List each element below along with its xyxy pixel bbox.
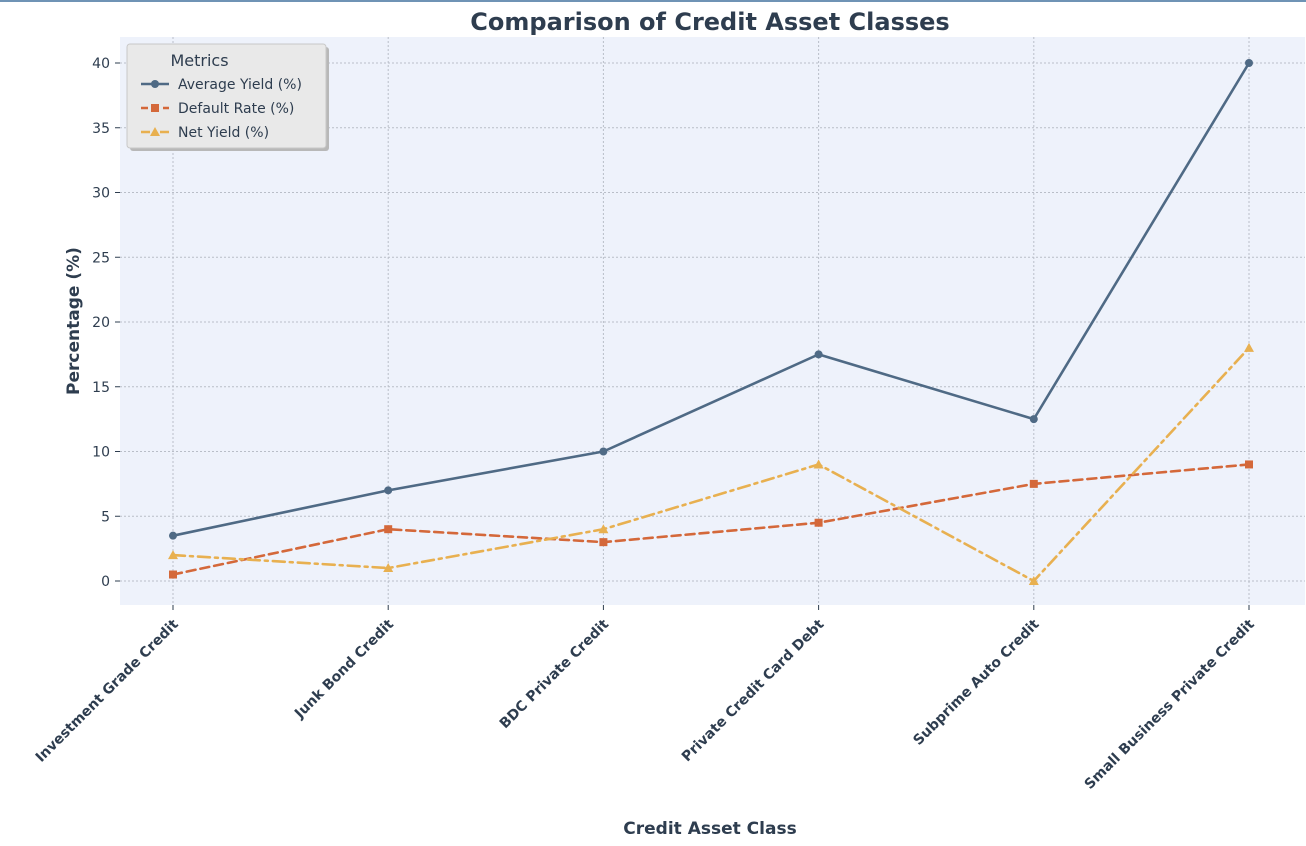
data-point: [384, 525, 393, 534]
x-tick-label: Subprime Auto Credit: [910, 616, 1042, 748]
data-point: [814, 518, 823, 527]
chart-title: Comparison of Credit Asset Classes: [470, 8, 949, 36]
y-tick-label: 35: [92, 121, 110, 137]
legend-label: Net Yield (%): [178, 125, 269, 141]
legend-title: Metrics: [170, 51, 228, 70]
data-point: [1245, 59, 1253, 67]
series-2: [169, 460, 1253, 579]
series-layer: [168, 59, 1254, 585]
legend-entry: Default Rate (%): [141, 101, 294, 117]
y-tick-label: 15: [92, 380, 110, 396]
data-point: [598, 524, 609, 534]
data-point: [599, 538, 608, 547]
data-point: [1029, 479, 1038, 488]
y-tick-label: 20: [92, 315, 110, 331]
series-1: [169, 59, 1253, 540]
legend-box: [126, 43, 327, 149]
x-tick-label: Junk Bond Credit: [291, 616, 397, 722]
legend: Metrics Average Yield (%) Default Rate (%)…: [126, 43, 329, 151]
data-point: [1245, 460, 1253, 469]
y-axis-title: Percentage (%): [64, 247, 84, 395]
series-line: [171, 346, 1251, 583]
y-tick-label: 0: [101, 574, 110, 590]
y-tick-label: 25: [92, 250, 110, 266]
legend-label: Default Rate (%): [178, 101, 294, 117]
legend-label: Average Yield (%): [178, 77, 302, 93]
series-3: [168, 342, 1254, 585]
legend-marker: [151, 80, 159, 88]
data-point: [599, 447, 608, 456]
y-tick-label: 30: [92, 186, 110, 202]
grid-lines: [120, 37, 1305, 605]
y-tick-label: 40: [92, 56, 110, 72]
legend-marker: [150, 127, 160, 136]
data-point: [168, 550, 178, 560]
x-tick-label: BDC Private Credit: [497, 616, 613, 732]
data-point: [1028, 576, 1039, 585]
data-point: [813, 459, 824, 469]
data-point: [1029, 415, 1038, 424]
data-point: [169, 570, 177, 579]
data-point: [1244, 342, 1254, 352]
top-border: [0, 0, 1306, 2]
series-line: [171, 61, 1251, 537]
series-line: [171, 463, 1251, 576]
data-point: [814, 350, 823, 359]
legend-marker: [151, 104, 159, 112]
legend-entry: Net Yield (%): [141, 125, 269, 141]
x-tick-label: Private Credit Card Debt: [679, 616, 828, 765]
y-tick-label: 10: [92, 445, 110, 461]
x-tick-label: Small Business Private Credit: [1082, 616, 1258, 792]
x-tick-label: Investment Grade Credit: [33, 616, 182, 765]
legend-entry: Average Yield (%): [141, 77, 302, 93]
data-point: [169, 531, 177, 540]
data-point: [383, 563, 394, 573]
data-point: [384, 486, 393, 495]
y-tick-label: 5: [101, 509, 110, 525]
x-axis-title: Credit Asset Class: [623, 819, 796, 839]
